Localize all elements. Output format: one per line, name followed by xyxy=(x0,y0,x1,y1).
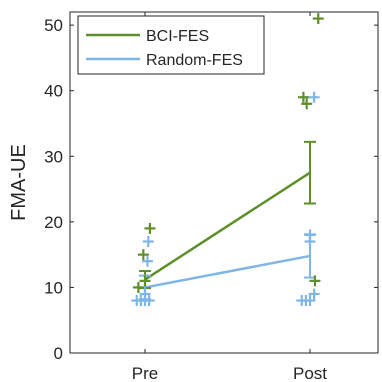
y-tick-label: 10 xyxy=(44,278,63,297)
data-point xyxy=(141,255,153,267)
x-axis-ticks: Pre Post xyxy=(132,12,327,382)
x-tick-label: Post xyxy=(293,364,327,382)
data-point xyxy=(297,91,309,103)
legend: BCI-FES Random-FES xyxy=(77,15,265,75)
legend-label-bci-fes: BCI-FES xyxy=(146,28,209,45)
y-tick-label: 30 xyxy=(44,147,63,166)
y-tick-label: 50 xyxy=(44,16,63,35)
data-point xyxy=(143,295,155,307)
error-bars xyxy=(139,140,316,301)
x-tick-label: Pre xyxy=(132,364,158,382)
legend-box xyxy=(77,15,265,75)
data-point xyxy=(142,236,154,248)
y-tick-label: 40 xyxy=(44,82,63,101)
series-line xyxy=(144,171,311,281)
series-lines xyxy=(144,171,311,289)
data-point xyxy=(132,281,144,293)
data-point xyxy=(139,275,151,287)
data-point xyxy=(137,249,149,261)
data-point xyxy=(304,295,316,307)
data-point xyxy=(301,98,313,110)
data-point xyxy=(308,91,320,103)
data-point xyxy=(139,288,151,300)
data-point xyxy=(144,222,156,234)
axes-box xyxy=(69,11,379,354)
legend-label-random-fes: Random-FES xyxy=(146,52,243,69)
y-tick-label: 20 xyxy=(44,213,63,232)
y-axis-label: FMA-UE xyxy=(8,144,30,221)
data-point xyxy=(312,13,324,25)
data-point xyxy=(304,229,316,241)
y-axis-ticks: 0 10 20 30 40 50 xyxy=(44,16,378,363)
data-point xyxy=(309,275,321,287)
data-point xyxy=(308,288,320,300)
y-tick-label: 0 xyxy=(54,344,63,363)
series-line xyxy=(144,254,311,289)
data-points xyxy=(131,13,324,307)
